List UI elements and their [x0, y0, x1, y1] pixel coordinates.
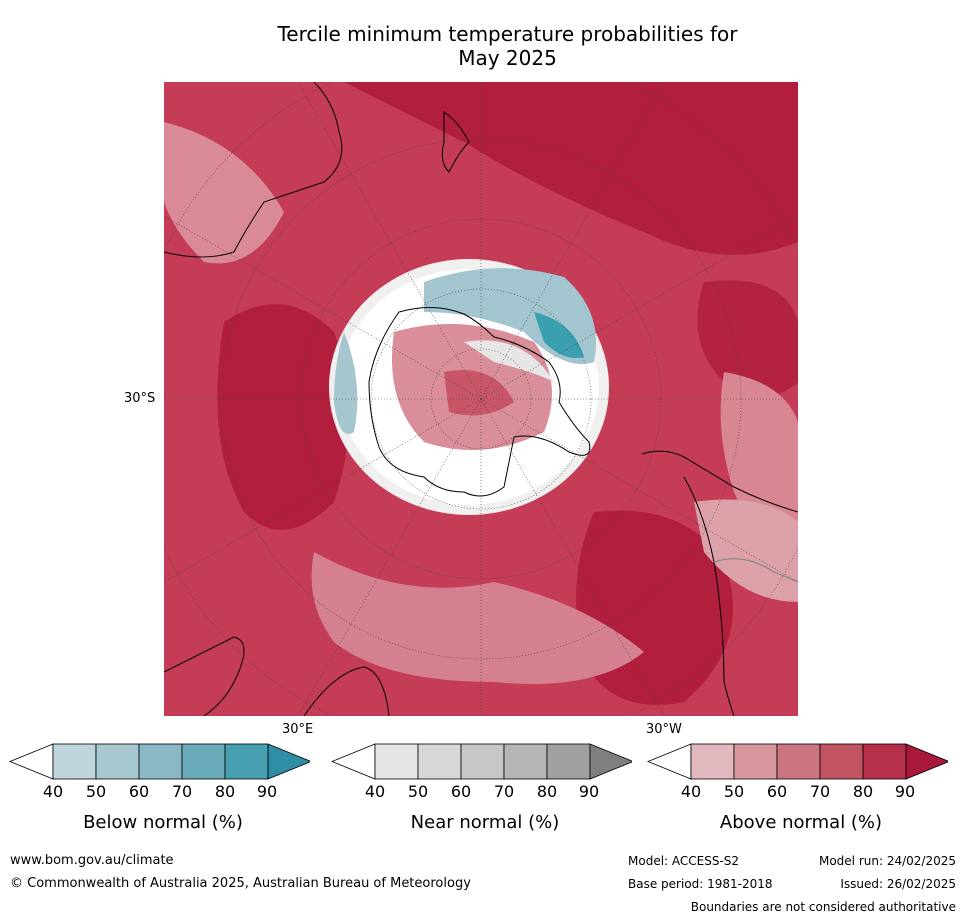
colorbar-swatch [374, 743, 419, 780]
base-period: Base period: 1981-2018 [628, 877, 773, 891]
polar-map [164, 82, 798, 716]
tick: 90 [578, 782, 600, 801]
colorbar-swatch [776, 743, 821, 780]
legend-below-normal: 40 50 60 70 80 90 Below normal (%) [8, 742, 318, 833]
tick: 80 [536, 782, 558, 801]
tick: 70 [809, 782, 831, 801]
model-run: Model run: 24/02/2025 [818, 854, 956, 868]
disclaimer: Boundaries are not considered authoritat… [690, 900, 956, 914]
above-normal-mid-region [164, 122, 284, 264]
colorbar-swatch [862, 743, 907, 780]
colorbar-swatch [503, 743, 548, 780]
colorbar-swatch [138, 743, 183, 780]
model-name: Model: ACCESS-S2 [628, 854, 740, 868]
above-normal-high-region [344, 82, 798, 255]
tick: 40 [680, 782, 702, 801]
lon-label-left: 30°E [282, 722, 314, 737]
tick: 50 [407, 782, 429, 801]
website-link[interactable]: www.bom.gov.au/climate [10, 853, 174, 868]
colorbar-ticks: 40 50 60 70 80 90 [330, 782, 640, 802]
colorbar-extend-low [330, 743, 376, 780]
colorbar-extend-high [589, 743, 632, 780]
africa-coastline [164, 636, 390, 716]
colorbar-swatch [819, 743, 864, 780]
colorbar-ticks: 40 50 60 70 80 90 [646, 782, 956, 802]
south-america-coastline [641, 450, 798, 716]
colorbar-extend-high [267, 743, 310, 780]
tick: 60 [450, 782, 472, 801]
above-normal-mid-region [694, 499, 798, 602]
tick: 60 [128, 782, 150, 801]
colorbar-below-normal [8, 743, 310, 780]
colorbar-swatch [181, 743, 226, 780]
below-normal-region [334, 332, 358, 434]
tick: 40 [364, 782, 386, 801]
south-america-border [713, 558, 798, 583]
colorbar-swatch [690, 743, 735, 780]
legend-label: Above normal (%) [719, 812, 883, 833]
colorbar-extend-high [905, 743, 948, 780]
tick: 90 [894, 782, 916, 801]
colorbar-swatch [417, 743, 462, 780]
issued-date: Issued: 26/02/2025 [840, 877, 956, 891]
new-zealand-coastline [441, 111, 470, 173]
colorbar-above-normal [646, 743, 948, 780]
above-normal-high-region [697, 280, 798, 397]
lon-label-right: 30°W [646, 722, 682, 737]
antarctica-coastline [368, 306, 591, 497]
tick: 50 [723, 782, 745, 801]
graticule [164, 82, 798, 716]
above-normal-mid-region [311, 552, 644, 684]
above-normal-high-region [217, 304, 349, 530]
colorbar-extend-low [646, 743, 692, 780]
tick: 90 [256, 782, 278, 801]
tick: 80 [214, 782, 236, 801]
legend-above-normal: 40 50 60 70 80 90 Above normal (%) [646, 742, 956, 833]
colorbar-swatch [224, 743, 269, 780]
colorbar-extend-low [8, 743, 54, 780]
colorbar-swatch [52, 743, 97, 780]
tick: 70 [493, 782, 515, 801]
legend-label: Below normal (%) [83, 812, 243, 833]
tick: 60 [766, 782, 788, 801]
tick: 70 [171, 782, 193, 801]
colorbar-swatch [546, 743, 591, 780]
colorbar-ticks: 40 50 60 70 80 90 [8, 782, 318, 802]
title-line-1: Tercile minimum temperature probabilitie… [277, 22, 738, 46]
tick: 80 [852, 782, 874, 801]
legend-near-normal: 40 50 60 70 80 90 Near normal (%) [330, 742, 640, 833]
colorbar-swatch [733, 743, 778, 780]
title-line-2: May 2025 [458, 46, 557, 70]
legend-label: Near normal (%) [410, 812, 560, 833]
australia-coastline [164, 82, 343, 258]
lat-label: 30°S [124, 391, 156, 406]
colorbar-near-normal [330, 743, 632, 780]
antarctica-interior [444, 370, 514, 416]
chart-title: Tercile minimum temperature probabilitie… [0, 22, 965, 70]
tick: 40 [42, 782, 64, 801]
copyright: © Commonwealth of Australia 2025, Austra… [10, 876, 471, 891]
below-normal-region [534, 312, 584, 358]
colorbar-swatch [95, 743, 140, 780]
colorbar-swatch [460, 743, 505, 780]
antarctica-interior [464, 340, 554, 382]
tick: 50 [85, 782, 107, 801]
